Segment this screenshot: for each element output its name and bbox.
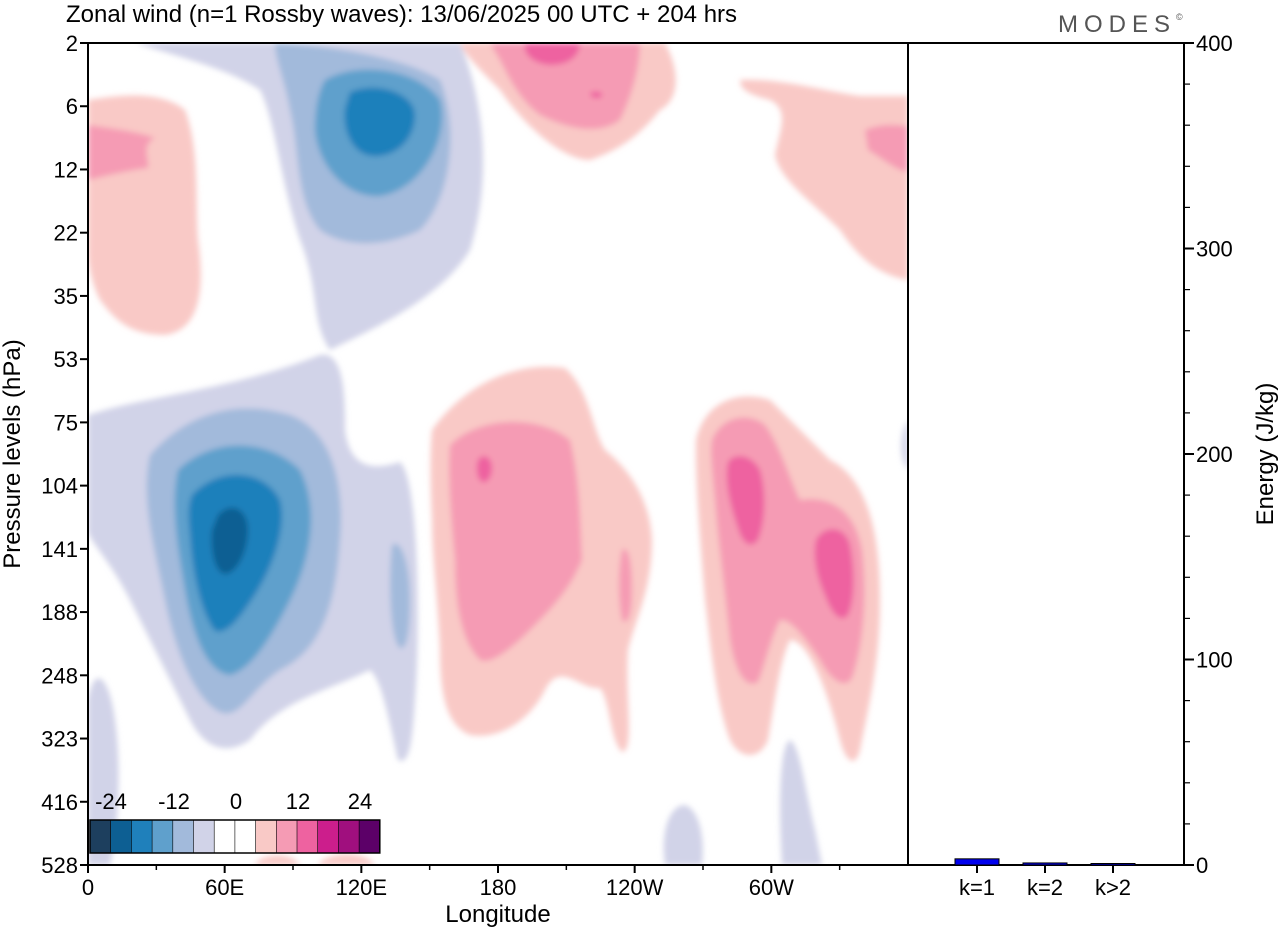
contour-neg-4 [344,87,415,157]
energy-category-label: k>2 [1095,875,1131,900]
energy-bar [1090,863,1136,866]
contour-pos-3 [726,456,765,545]
y-tick-label: 528 [41,853,78,878]
x-tick-label: 180 [480,875,517,900]
energy-axis: 0 100 200 300 400 [1184,31,1233,878]
contour-pos-1 [318,854,375,865]
colorbar-swatch [193,820,215,853]
y-tick-label: 104 [41,474,78,499]
colorbar-label: 0 [230,789,242,814]
energy-axis-label: Energy (J/kg) [1252,383,1279,526]
colorbar-swatch [234,820,257,853]
contour-neg-2 [390,543,410,649]
contour-pos-3 [524,43,580,65]
energy-bar [1022,862,1068,866]
contour-pos-2 [619,549,632,622]
energy-tick-label: 400 [1196,31,1233,56]
contour-neg-1 [663,805,703,865]
brand-logo: MODES© [1058,11,1189,38]
chart-title: Zonal wind (n=1 Rossby waves): 13/06/202… [66,1,737,28]
contour-pos-3 [814,529,854,619]
contour-neg-1 [780,740,822,865]
contour-pos-1 [255,855,300,865]
contour-pos-3 [590,91,603,99]
y-tick-label: 35 [54,284,78,309]
energy-category-label: k=2 [1027,875,1063,900]
energy-tick-label: 200 [1196,442,1233,467]
y-tick-label: 248 [41,663,78,688]
contour-pos-2 [88,125,155,180]
colorbar-swatch [338,820,360,853]
colorbar-label: 12 [286,789,310,814]
x-tick-label: 120E [336,875,387,900]
contour-field [88,43,908,865]
y-axis: 2 6 12 22 35 53 75 104 141 188 248 323 416 528 [41,31,88,878]
y-tick-label: 2 [66,31,78,56]
energy-tick-label: 100 [1196,648,1233,673]
y-tick-label: 22 [54,221,78,246]
y-axis-label: Pressure levels (hPa) [0,339,26,568]
contour-pos-2 [490,43,640,130]
colorbar-swatch [172,820,194,853]
colorbar-label: 24 [348,789,372,814]
contour-pos-3 [476,456,492,483]
y-tick-label: 323 [41,727,78,752]
contour-pos-2 [865,125,908,172]
y-tick-label: 416 [41,790,78,815]
contour-neg-5 [211,507,248,574]
contour-neg-1 [88,678,119,865]
brand-name: MODES [1058,11,1176,38]
colorbar-swatch [276,820,298,853]
colorbar-swatch [255,820,277,853]
colorbar [89,819,381,854]
energy-tick-label: 300 [1196,237,1233,262]
colorbar-label: -12 [158,789,190,814]
energy-bars: k=1 k=2 k>2 [954,858,1136,900]
energy-category-label: k=1 [959,875,995,900]
y-tick-label: 6 [66,94,78,119]
x-tick-label: 60E [205,875,244,900]
energy-bar [954,858,1000,866]
x-tick-label: 60W [749,875,794,900]
colorbar-swatch [152,820,174,853]
colorbar-swatch [110,820,132,853]
x-tick-label: 120W [606,875,664,900]
colorbar-swatch [297,820,319,853]
brand-mark: © [1176,12,1189,22]
y-tick-label: 53 [54,347,78,372]
colorbar-swatch [317,820,339,853]
contour-pos-1 [740,79,908,280]
colorbar-swatch [90,820,112,853]
x-axis: 0 60E 120E 180 120W 60W [82,865,841,900]
y-tick-label: 75 [54,410,78,435]
contour-neg-1 [901,420,908,470]
energy-tick-label: 0 [1196,853,1208,878]
y-tick-label: 141 [41,537,78,562]
y-tick-label: 188 [41,600,78,625]
colorbar-label: -24 [95,789,127,814]
colorbar-swatch [359,820,381,853]
x-tick-label: 0 [82,875,94,900]
energy-panel-frame [907,42,1185,866]
y-tick-label: 12 [54,157,78,182]
colorbar-swatch [131,820,153,853]
colorbar-swatch [214,820,236,853]
x-axis-label: Longitude [445,901,550,928]
